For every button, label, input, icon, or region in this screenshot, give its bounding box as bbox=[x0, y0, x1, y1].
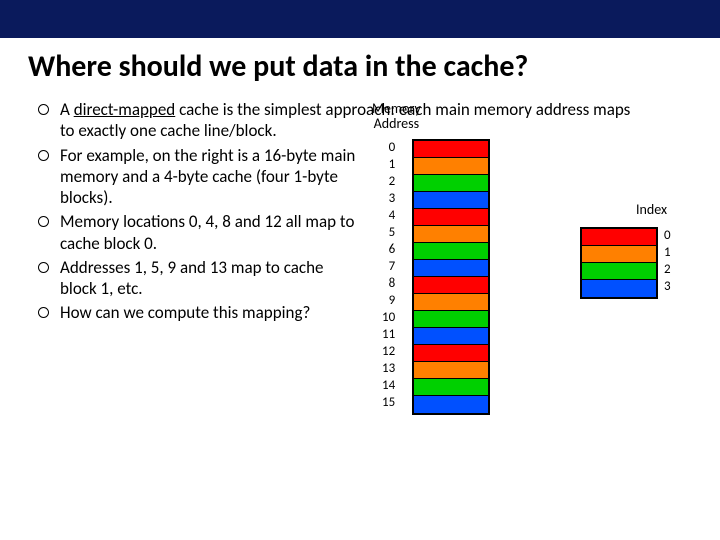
diagram: Memory Address 0123456789101112131415 In… bbox=[358, 99, 698, 439]
bullet-list: A direct-mapped cache is the simplest ap… bbox=[38, 99, 358, 439]
memory-label: Memory Address bbox=[372, 101, 421, 132]
memory-row bbox=[414, 277, 488, 294]
memory-row bbox=[414, 243, 488, 260]
memory-addr: 7 bbox=[382, 258, 395, 275]
cache-index-label: Index bbox=[636, 201, 667, 218]
header-bar bbox=[0, 0, 720, 38]
memory-addr: 13 bbox=[382, 360, 395, 377]
memory-row bbox=[414, 311, 488, 328]
memory-row bbox=[414, 379, 488, 396]
memory-row bbox=[414, 158, 488, 175]
cache-row bbox=[582, 280, 656, 297]
memory-label-l1: Memory bbox=[372, 101, 421, 116]
b1-underlined: direct-mapped bbox=[74, 99, 176, 120]
memory-row bbox=[414, 226, 488, 243]
memory-addresses: 0123456789101112131415 bbox=[382, 139, 395, 411]
cache-index: 3 bbox=[664, 278, 671, 295]
memory-addr: 11 bbox=[382, 326, 395, 343]
memory-row bbox=[414, 294, 488, 311]
bullet-5: How can we compute this mapping? bbox=[38, 302, 358, 323]
bullet-3: Memory locations 0, 4, 8 and 12 all map … bbox=[38, 211, 358, 254]
cache-row bbox=[582, 229, 656, 246]
bullet-2: For example, on the right is a 16-byte m… bbox=[38, 145, 358, 209]
memory-row bbox=[414, 175, 488, 192]
cache-index: 2 bbox=[664, 261, 671, 278]
cache-row bbox=[582, 263, 656, 280]
cache-index: 1 bbox=[664, 244, 671, 261]
cache-row bbox=[582, 246, 656, 263]
cache-table bbox=[580, 227, 658, 299]
memory-row bbox=[414, 362, 488, 379]
memory-addr: 12 bbox=[382, 343, 395, 360]
memory-label-l2: Address bbox=[372, 116, 421, 131]
cache-index: 0 bbox=[664, 227, 671, 244]
cache-indices: 0123 bbox=[664, 227, 671, 295]
content: A direct-mapped cache is the simplest ap… bbox=[0, 99, 720, 439]
memory-addr: 10 bbox=[382, 309, 395, 326]
memory-addr: 0 bbox=[382, 139, 395, 156]
b1-pre: A bbox=[60, 99, 74, 120]
memory-row bbox=[414, 345, 488, 362]
memory-addr: 2 bbox=[382, 173, 395, 190]
memory-addr: 9 bbox=[382, 292, 395, 309]
memory-row bbox=[414, 260, 488, 277]
page-title: Where should we put data in the cache? bbox=[0, 38, 720, 99]
memory-addr: 6 bbox=[382, 241, 395, 258]
memory-row bbox=[414, 328, 488, 345]
memory-row bbox=[414, 141, 488, 158]
memory-row bbox=[414, 192, 488, 209]
memory-addr: 1 bbox=[382, 156, 395, 173]
memory-addr: 14 bbox=[382, 377, 395, 394]
memory-addr: 8 bbox=[382, 275, 395, 292]
memory-addr: 15 bbox=[382, 394, 395, 411]
memory-table bbox=[412, 139, 490, 415]
memory-row bbox=[414, 396, 488, 413]
memory-addr: 3 bbox=[382, 190, 395, 207]
memory-row bbox=[414, 209, 488, 226]
memory-addr: 4 bbox=[382, 207, 395, 224]
bullet-4: Addresses 1, 5, 9 and 13 map to cache bl… bbox=[38, 257, 358, 300]
memory-addr: 5 bbox=[382, 224, 395, 241]
